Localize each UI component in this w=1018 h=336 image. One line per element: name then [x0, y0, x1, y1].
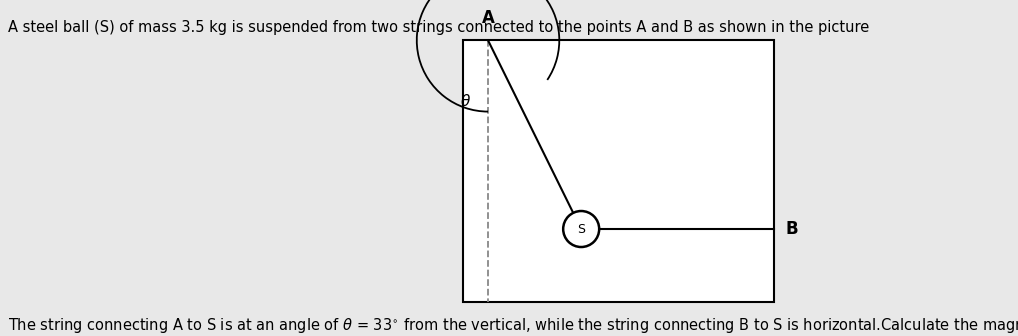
Text: B: B [786, 220, 798, 238]
Text: $\theta$: $\theta$ [460, 93, 471, 109]
Bar [463, 40, 774, 302]
Ellipse shape [563, 211, 600, 247]
Text: A: A [482, 9, 495, 27]
Text: A steel ball (S) of mass 3.5 kg is suspended from two strings connected to the p: A steel ball (S) of mass 3.5 kg is suspe… [8, 20, 869, 35]
Text: S: S [577, 222, 585, 236]
Text: The string connecting A to S is at an angle of $\theta$ = 33$^{\circ}$ from the : The string connecting A to S is at an an… [8, 312, 1018, 336]
